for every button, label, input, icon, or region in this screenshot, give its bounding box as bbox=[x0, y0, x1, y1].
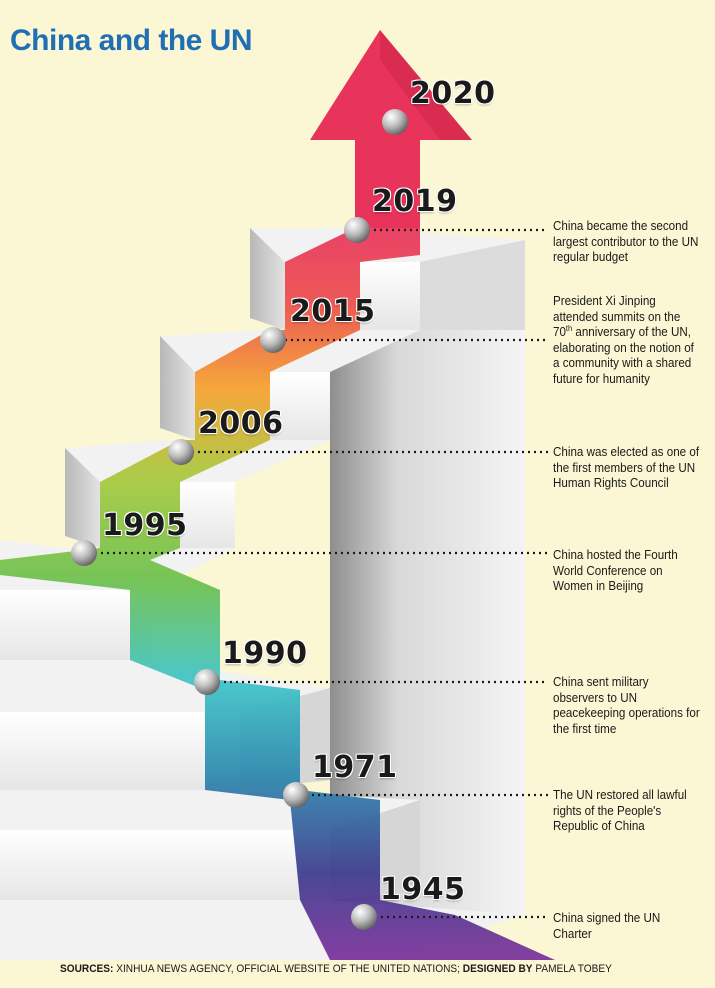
staircase-wall bbox=[330, 240, 525, 960]
marker-ball-2019 bbox=[344, 217, 370, 243]
step-side bbox=[420, 240, 525, 330]
source-credits: SOURCES: XINHUA NEWS AGENCY, OFFICIAL WE… bbox=[60, 963, 612, 975]
event-text: China was elected as one of the first me… bbox=[553, 445, 700, 490]
event-text: China sent military observers to UN peac… bbox=[553, 675, 700, 736]
step-riser bbox=[65, 448, 100, 548]
year-label: 1971 bbox=[312, 750, 398, 785]
marker-ball-1971 bbox=[283, 782, 309, 808]
year-label: 1945 bbox=[380, 872, 466, 907]
year-label: 2020 bbox=[410, 76, 496, 111]
event-text: The UN restored all lawful rights of the… bbox=[553, 788, 687, 833]
milestone-markers bbox=[71, 109, 408, 930]
up-arrow-shade bbox=[380, 30, 472, 140]
year-label: 1995 bbox=[102, 508, 188, 543]
year-label: 2019 bbox=[372, 184, 458, 219]
event-text: President Xi Jinping attended summits on… bbox=[553, 294, 694, 386]
leader-lines bbox=[95, 228, 548, 919]
step-riser bbox=[250, 228, 285, 330]
event-text: China signed the UN Charter bbox=[553, 911, 661, 941]
marker-ball-1995 bbox=[71, 540, 97, 566]
marker-ball-1990 bbox=[194, 669, 220, 695]
marker-ball-2006 bbox=[168, 439, 194, 465]
marker-ball-2015 bbox=[260, 327, 286, 353]
event-text: China hosted the Fourth World Conference… bbox=[553, 548, 678, 593]
page-title: China and the UN bbox=[10, 24, 253, 57]
step-riser bbox=[160, 336, 195, 440]
year-label: 2015 bbox=[290, 294, 376, 329]
step-riser bbox=[0, 712, 240, 790]
year-label: 2006 bbox=[198, 406, 284, 441]
marker-ball-1945 bbox=[351, 904, 377, 930]
year-label: 1990 bbox=[222, 636, 308, 671]
marker-ball-2020 bbox=[382, 109, 408, 135]
step-riser bbox=[0, 590, 150, 660]
event-text: China became the second largest contribu… bbox=[553, 219, 699, 264]
step-riser bbox=[0, 830, 330, 900]
